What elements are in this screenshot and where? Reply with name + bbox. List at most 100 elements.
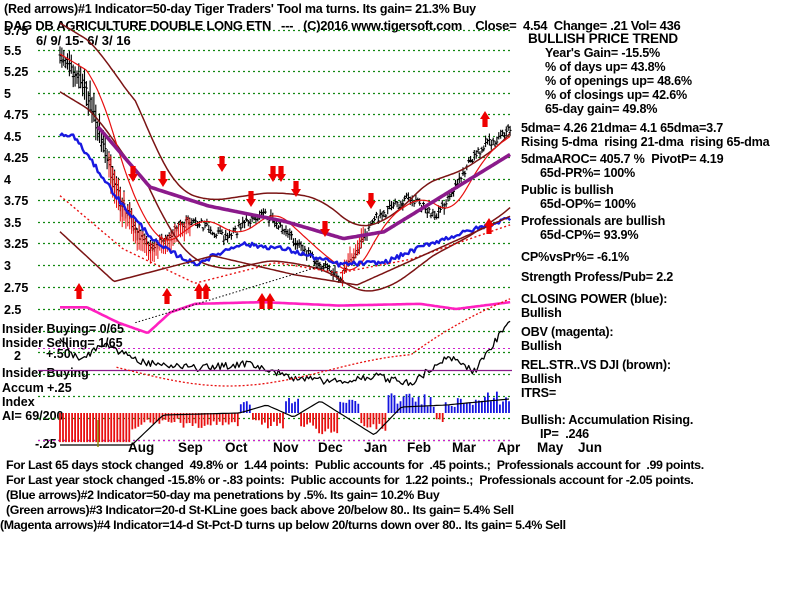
ma-trend-line: Rising 5-dma rising 21-dma rising 65-dma [521, 135, 770, 149]
y-tick-2-75: 2.75 [4, 281, 29, 295]
index-label: Index [2, 395, 35, 409]
signal-arrow-up-1 [162, 288, 172, 304]
y-tick-2: 2 [14, 349, 21, 363]
x-tick-oct: Oct [225, 440, 248, 455]
signal-arrow-up-7 [480, 111, 490, 127]
y-tick-4: 4 [4, 173, 11, 187]
plus-50-label: +.50 [46, 347, 71, 361]
obv-label: OBV (magenta): [521, 325, 614, 339]
signal-arrow-down-3 [246, 191, 256, 207]
moving-averages-line: 5dma= 4.26 21dma= 4.1 65dma=3.7 [521, 121, 724, 135]
plus-25-label: +.25 [47, 381, 72, 395]
note-line-5: (Magenta arrows)#4 Indicator=14-d St-Pct… [0, 518, 566, 532]
x-tick-aug: Aug [128, 440, 155, 455]
note-line-2: For Last year stock changed -15.8% or -.… [6, 473, 694, 487]
obv-value: Bullish [521, 339, 562, 353]
signal-arrow-up-4 [257, 293, 267, 309]
x-tick-jan: Jan [364, 440, 388, 455]
closing-power-blue-line [59, 132, 512, 268]
note-line-3: (Blue arrows)#2 Indicator=50-day ma pene… [6, 488, 440, 502]
closing-power-label: CLOSING POWER (blue): [521, 292, 668, 306]
y-tick-4-5: 4.5 [4, 130, 22, 144]
y-tick-3-25: 3.25 [4, 237, 29, 251]
x-tick-may: May [537, 440, 564, 455]
signal-arrow-up-2 [194, 283, 204, 299]
accum-index-up-bars [239, 391, 510, 413]
openings-up-stat: % of openings up= 48.6% [545, 74, 692, 88]
pr-percent-line: 65d-PR%= 100% [540, 166, 636, 180]
itrs-label: ITRS= [521, 386, 557, 400]
x-tick-mar: Mar [452, 440, 477, 455]
y-tick-4-25: 4.25 [4, 151, 29, 165]
aroc-line: 5dmaAROC= 405.7 % PivotP= 4.19 [521, 152, 724, 166]
cp-percent-line: 65d-CP%= 93.9% [540, 228, 639, 242]
obv-magenta-line [60, 300, 511, 334]
ma-21-line [59, 53, 511, 271]
x-tick-jun: Jun [578, 440, 603, 455]
date-range-label: 6/ 9/ 15- 6/ 3/ 16 [36, 33, 131, 48]
note-line-4: (Green arrows)#3 Indicator=20-d St-KLine… [6, 503, 514, 517]
professionals-bullish-line: Professionals are bullish [521, 214, 666, 228]
y-tick-5: 5 [4, 87, 11, 101]
sixtyfive-day-gain-stat: 65-day gain= 49.8% [545, 102, 658, 116]
accum-index-overlay-line [60, 398, 510, 446]
accumulation-rising-line: Bullish: Accumulation Rising. [521, 413, 694, 427]
y-tick-5-75: 5.75 [4, 24, 29, 38]
ma-65-upper-band [59, 22, 511, 227]
public-bullish-line: Public is bullish [521, 183, 614, 197]
x-tick-dec: Dec [318, 440, 343, 455]
y-tick-3-5: 3.5 [4, 216, 22, 230]
accum-label: Accum [2, 381, 44, 395]
ma-65-lower-band [59, 91, 511, 292]
helper-dotted-black-line [135, 265, 322, 324]
insider-buying-label-2: Insider Buying [2, 366, 89, 380]
signal-arrow-down-0 [128, 166, 138, 182]
signal-arrow-down-5 [276, 166, 286, 182]
rel-strength-dotted-line [59, 195, 511, 284]
closing-power-value: Bullish [521, 306, 562, 320]
relstr-label: REL.STR..VS DJI (brown): [521, 358, 671, 372]
signal-arrow-down-4 [268, 166, 278, 182]
accum-index-down-bars [59, 413, 444, 443]
y-tick-3-75: 3.75 [4, 194, 29, 208]
x-tick-sep: Sep [178, 440, 203, 455]
signal-arrow-up-6 [484, 218, 494, 234]
y-tick-2-5: 2.5 [4, 303, 22, 317]
header-line-2: DAG DB AGRICULTURE DOUBLE LONG ETN --- (… [4, 18, 681, 33]
signal-arrow-down-8 [366, 193, 376, 209]
y-tick-4-75: 4.75 [4, 108, 29, 122]
y-tick-3: 3 [4, 259, 11, 273]
ip-value-line: IP= .246 [540, 427, 589, 441]
insider-accum-black-line [59, 320, 511, 387]
strength-prof-pub-line: Strength Profess/Pub= 2.2 [521, 270, 674, 284]
op-percent-line: 65d-OP%= 100% [540, 197, 636, 211]
bullish-price-trend-title: BULLISH PRICE TREND [528, 31, 678, 46]
signal-arrow-up-3 [201, 283, 211, 299]
insider-selling-label: Insider Selling= 1/65 [2, 336, 123, 350]
signal-arrow-down-2 [217, 156, 227, 172]
note-line-1: For Last 65 days stock changed 49.8% or … [6, 458, 704, 472]
x-tick-apr: Apr [497, 440, 521, 455]
y-tick-5-5: 5.5 [4, 44, 22, 58]
signal-arrow-down-7 [320, 221, 330, 237]
rel-strength-brown-line [59, 215, 511, 286]
header-line-1: (Red arrows)#1 Indicator=50-day Tiger Tr… [4, 2, 476, 16]
obv-purple-line [96, 125, 512, 241]
ai-label: AI= 69/200 [2, 409, 64, 423]
signal-arrow-up-0 [74, 283, 84, 299]
signal-arrow-up-5 [265, 293, 275, 309]
closings-up-stat: % of closings up= 42.6% [545, 88, 688, 102]
years-gain-stat: Year's Gain= -15.5% [545, 46, 661, 60]
signal-arrow-down-1 [158, 171, 168, 187]
days-up-stat: % of days up= 43.8% [545, 60, 666, 74]
insider-buying-label: Insider Buying= 0/65 [2, 322, 124, 336]
x-tick-nov: Nov [273, 440, 299, 455]
y-tick-5-25: 5.25 [4, 65, 29, 79]
x-tick-feb: Feb [407, 440, 432, 455]
relstr-value: Bullish [521, 372, 562, 386]
minus-25-label: -.25 [35, 437, 57, 451]
cp-vs-pr-line: CP%vsPr%= -6.1% [521, 250, 629, 264]
signal-arrow-down-6 [291, 181, 301, 197]
